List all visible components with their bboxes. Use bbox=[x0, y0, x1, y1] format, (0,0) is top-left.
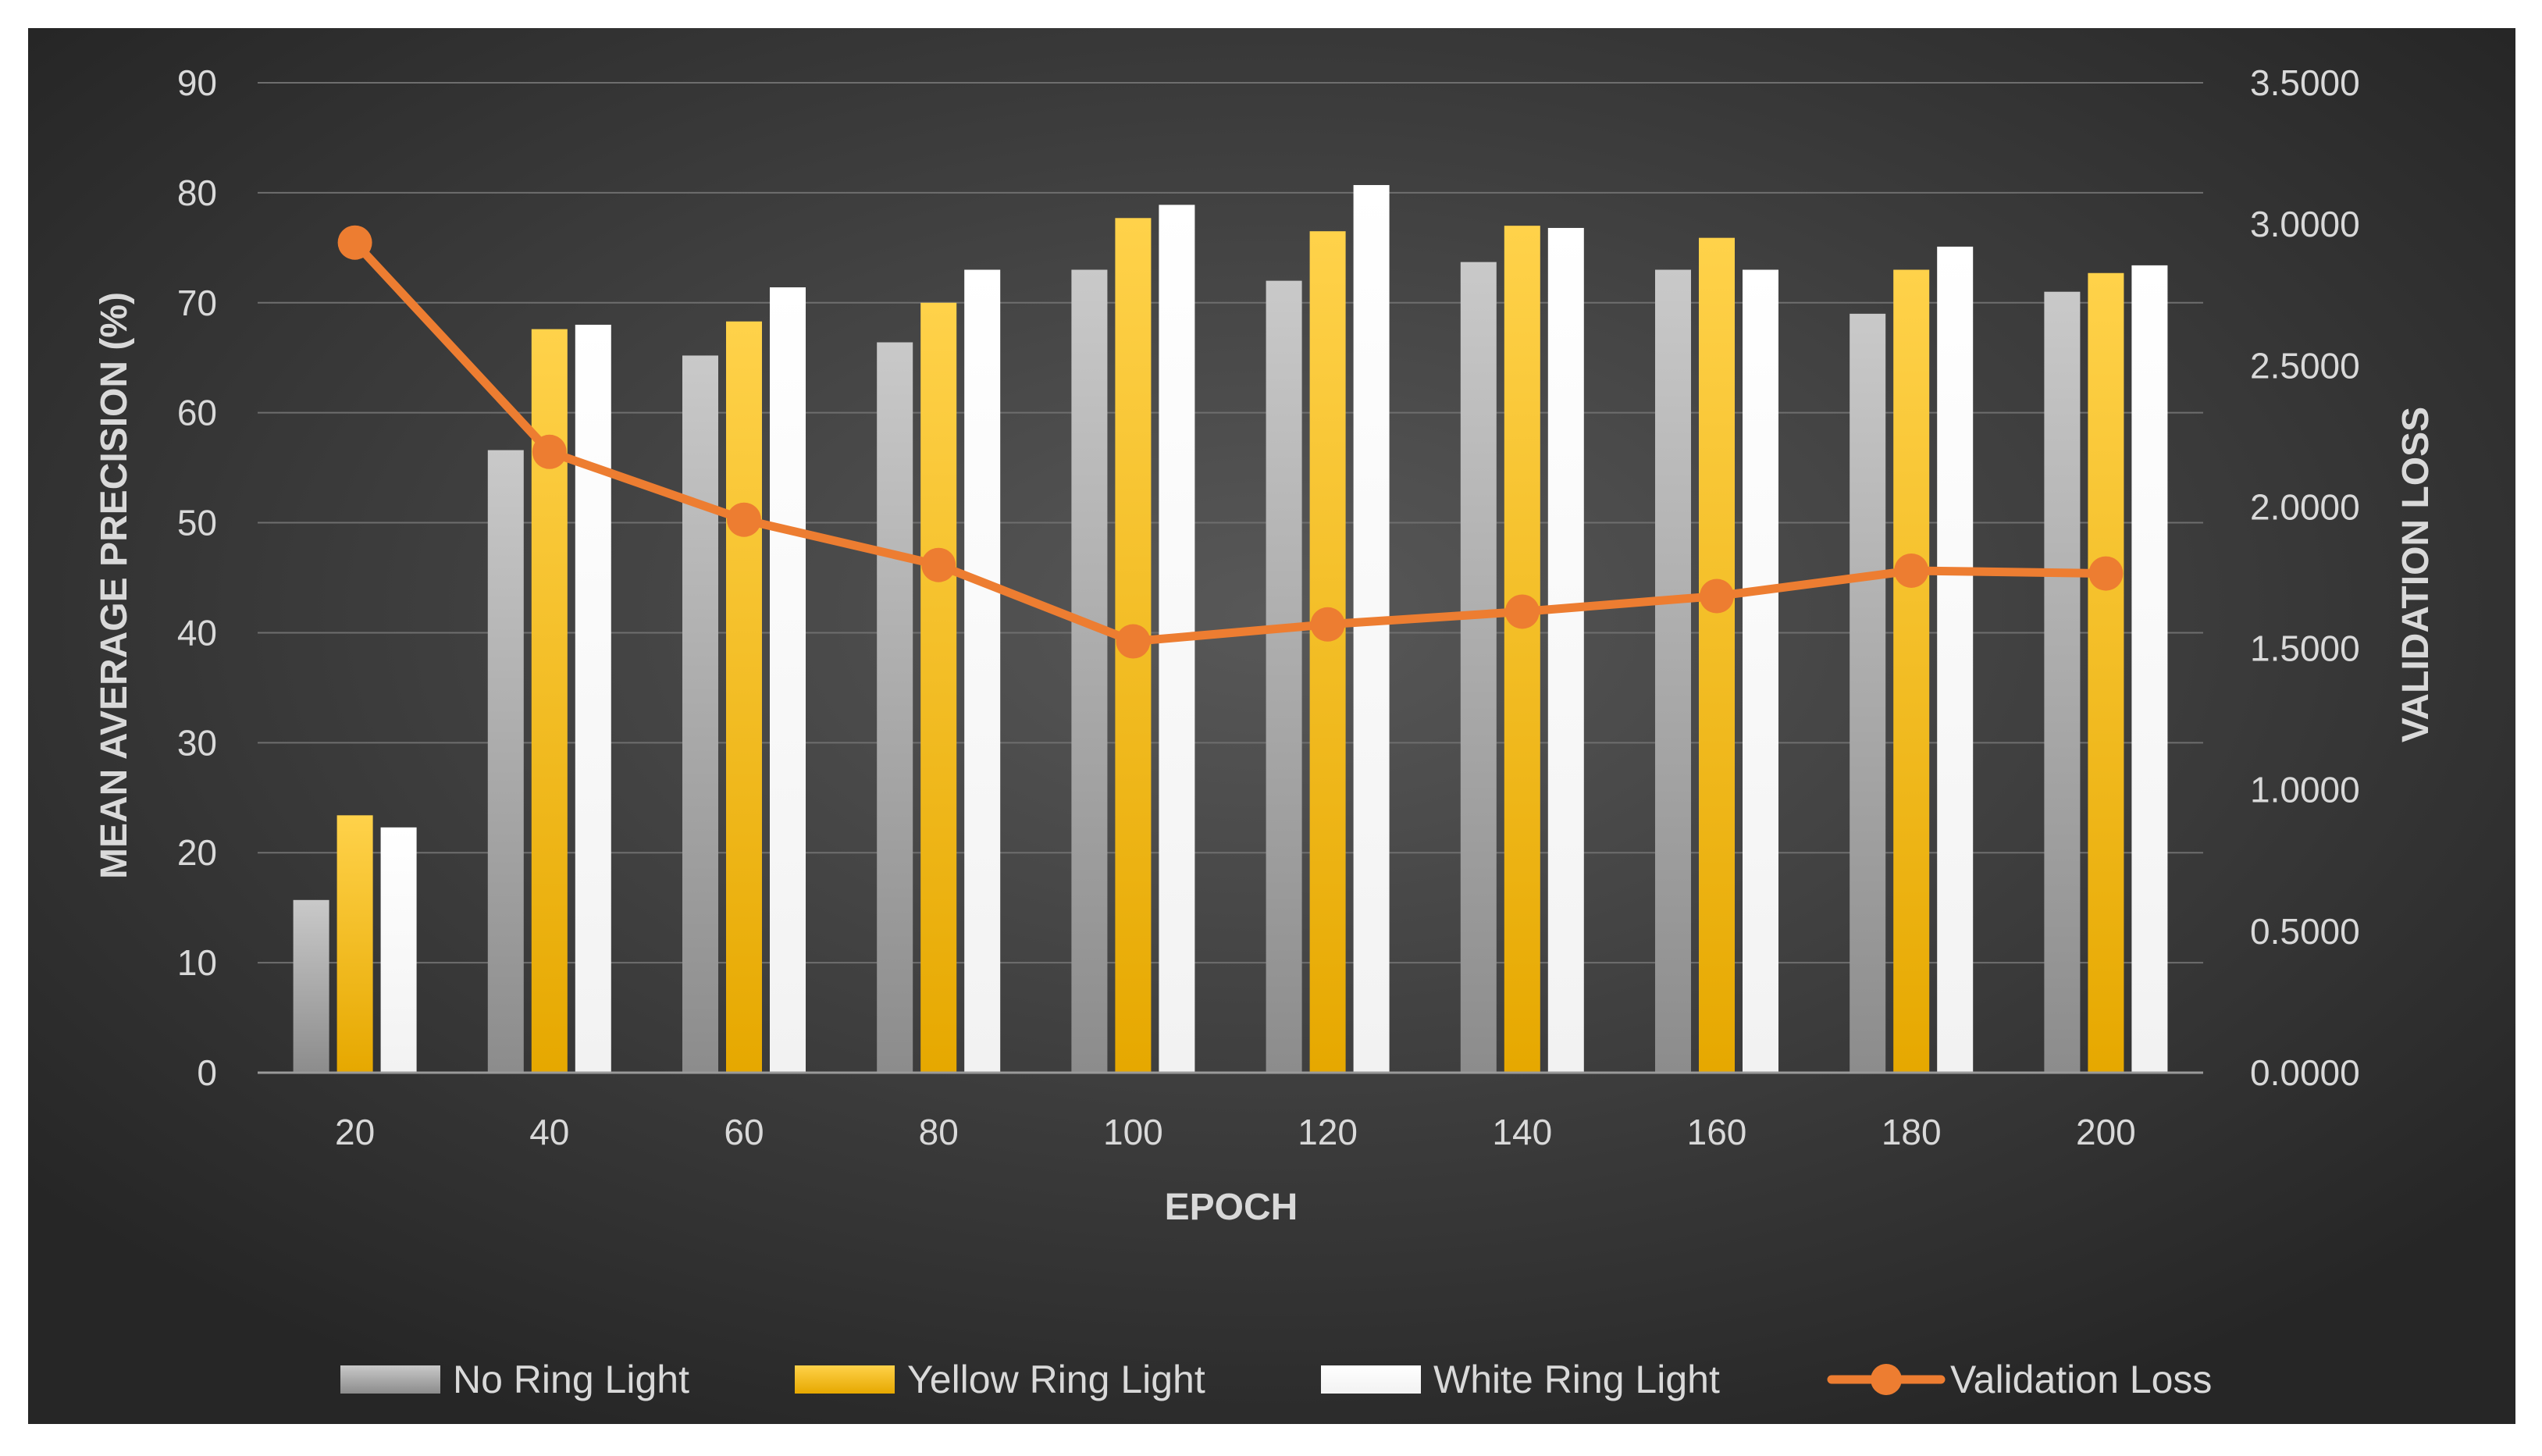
legend-label: No Ring Light bbox=[453, 1358, 689, 1401]
bar-no-ring-light bbox=[487, 450, 524, 1073]
y-tick-label: 10 bbox=[177, 942, 217, 983]
y2-tick-label: 3.5000 bbox=[2250, 62, 2360, 103]
y-tick-label: 50 bbox=[177, 503, 217, 543]
y2-tick-label: 0.0000 bbox=[2250, 1052, 2360, 1093]
legend-label: Validation Loss bbox=[1950, 1358, 2212, 1401]
y-tick-label: 30 bbox=[177, 722, 217, 763]
legend-label: White Ring Light bbox=[1433, 1358, 1720, 1401]
bar-yellow-ring-light bbox=[1699, 237, 1735, 1073]
bar-no-ring-light bbox=[682, 355, 718, 1073]
legend-swatch bbox=[340, 1365, 440, 1394]
y2-tick-label: 2.5000 bbox=[2250, 345, 2360, 386]
bar-white-ring-light bbox=[575, 324, 611, 1073]
y2-axis-label: VALIDATION LOSS bbox=[2395, 407, 2437, 742]
y-tick-label: 70 bbox=[177, 283, 217, 323]
axes: 0 10 20 30 40 50 60 70 80 90 0.0000 0.5000 1.0000 1.5… bbox=[177, 62, 2360, 1152]
y-tick-label: 20 bbox=[177, 832, 217, 873]
line-point bbox=[1504, 594, 1540, 629]
loss-line bbox=[337, 225, 2124, 659]
y-tick-label: 60 bbox=[177, 393, 217, 433]
bar-yellow-ring-light bbox=[1309, 231, 1346, 1073]
bar-no-ring-light bbox=[877, 342, 913, 1073]
bar-no-ring-light bbox=[1655, 269, 1691, 1073]
y2-tick-label: 1.5000 bbox=[2250, 628, 2360, 669]
x-tick-label: 200 bbox=[2076, 1112, 2136, 1152]
line-point bbox=[532, 434, 567, 469]
line-point bbox=[337, 225, 372, 260]
bar-white-ring-light bbox=[1547, 227, 1584, 1073]
bar-white-ring-light bbox=[2131, 265, 2168, 1073]
x-tick-label: 40 bbox=[529, 1112, 569, 1152]
bar-no-ring-light bbox=[1850, 313, 1886, 1073]
bar-yellow-ring-light bbox=[726, 321, 762, 1073]
line-point bbox=[1700, 578, 1734, 614]
y2-tick-label: 1.0000 bbox=[2250, 770, 2360, 810]
y-tick-label: 40 bbox=[177, 612, 217, 653]
x-tick-label: 180 bbox=[1882, 1112, 1942, 1152]
bar-white-ring-light bbox=[770, 287, 806, 1073]
line-point bbox=[1894, 553, 1929, 588]
x-tick-label: 20 bbox=[335, 1112, 375, 1152]
x-tick-label: 80 bbox=[919, 1112, 959, 1152]
legend-swatch bbox=[795, 1365, 895, 1394]
bar-no-ring-light bbox=[1071, 269, 1108, 1073]
bar-yellow-ring-light bbox=[1893, 269, 1930, 1073]
y-tick-label: 0 bbox=[197, 1052, 217, 1093]
y-tick-label: 80 bbox=[177, 173, 217, 213]
bar-white-ring-light bbox=[1937, 246, 1974, 1073]
bar-white-ring-light bbox=[1743, 269, 1778, 1073]
line-point bbox=[2088, 556, 2124, 591]
y2-tick-label: 2.0000 bbox=[2250, 486, 2360, 527]
line-point bbox=[1116, 624, 1151, 659]
bar-yellow-ring-light bbox=[1504, 226, 1540, 1073]
x-tick-label: 140 bbox=[1492, 1112, 1552, 1152]
x-axis-label: EPOCH bbox=[1165, 1187, 1298, 1228]
bar-no-ring-light bbox=[293, 899, 329, 1073]
legend-swatch bbox=[1321, 1365, 1421, 1394]
line-point bbox=[1310, 607, 1345, 642]
y-tick-label: 90 bbox=[177, 62, 217, 103]
x-tick-label: 160 bbox=[1687, 1112, 1747, 1152]
y2-tick-label: 3.0000 bbox=[2250, 204, 2360, 244]
x-tick-label: 120 bbox=[1298, 1112, 1358, 1152]
bar-no-ring-light bbox=[1266, 280, 1302, 1073]
bar-no-ring-light bbox=[1460, 262, 1497, 1073]
x-tick-label: 60 bbox=[724, 1112, 764, 1152]
x-tick-label: 100 bbox=[1103, 1112, 1163, 1152]
bar-white-ring-light bbox=[1353, 185, 1390, 1073]
line-validation-loss bbox=[351, 238, 2110, 646]
bar-white-ring-light bbox=[380, 827, 417, 1073]
legend-swatch-marker bbox=[1871, 1364, 1902, 1395]
legend: No Ring Light Yellow Ring Light White Ring… bbox=[340, 1358, 2212, 1401]
bar-yellow-ring-light bbox=[2088, 272, 2124, 1073]
bar-white-ring-light bbox=[964, 269, 1001, 1073]
legend-label: Yellow Ring Light bbox=[907, 1358, 1205, 1401]
bar-yellow-ring-light bbox=[336, 815, 373, 1073]
y2-tick-label: 0.5000 bbox=[2250, 911, 2360, 952]
bar-yellow-ring-light bbox=[920, 302, 957, 1073]
line-point bbox=[727, 502, 761, 537]
line-point bbox=[921, 547, 956, 582]
bars bbox=[293, 185, 2168, 1073]
y-axis-label: MEAN AVERAGE PRECISION (%) bbox=[94, 292, 135, 879]
bar-no-ring-light bbox=[2044, 291, 2081, 1073]
